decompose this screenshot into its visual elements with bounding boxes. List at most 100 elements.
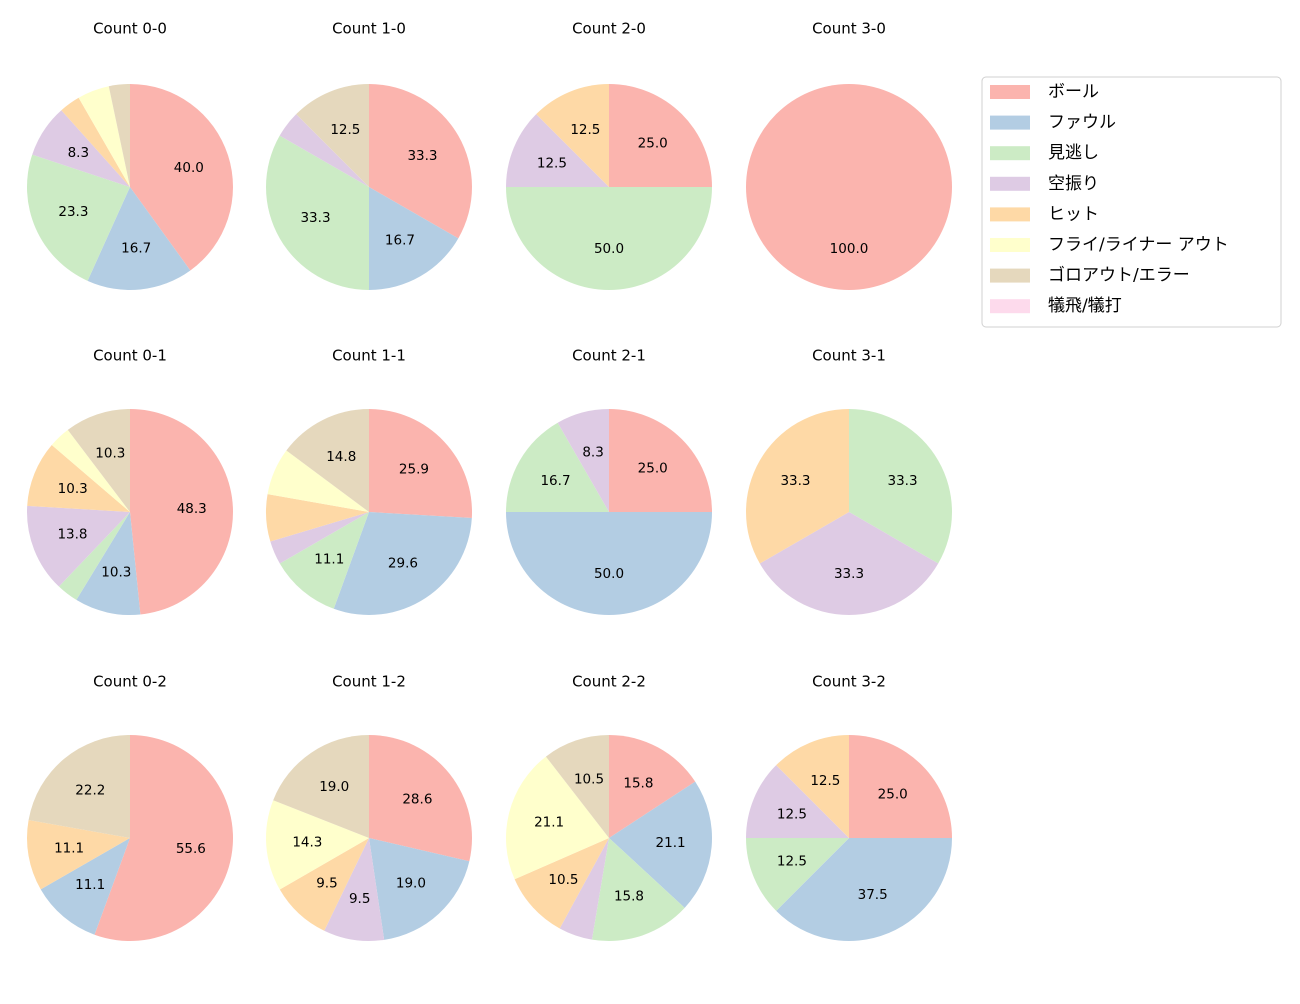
pie-slice [27, 444, 130, 512]
pie-slice [273, 735, 369, 838]
pie-slice [76, 512, 141, 615]
legend-label: ファウル [1048, 113, 1116, 133]
slice-label: 16.7 [121, 240, 151, 256]
pie-title: Count 3-1 [812, 347, 886, 365]
legend-item: ボール [990, 82, 1099, 102]
legend-item: フライ/ライナー アウト [990, 235, 1229, 255]
slice-label: 21.1 [534, 815, 564, 831]
pie-slice [591, 838, 685, 941]
slice-label: 21.1 [656, 835, 686, 851]
pie-slice [506, 512, 712, 615]
pie-slice [270, 512, 369, 564]
legend-item: 犠飛/犠打 [990, 296, 1122, 316]
pie-count-3-0: Count 3-0 100.0 [746, 20, 952, 290]
slice-label: 33.3 [407, 148, 437, 164]
slice-label: 28.6 [402, 792, 432, 808]
slice-label: 8.3 [68, 145, 89, 161]
pie-slice [324, 838, 385, 942]
pie-slice [369, 84, 472, 239]
pie-slice [746, 765, 849, 838]
pie-slice [609, 781, 712, 908]
slice-label: 12.5 [810, 773, 840, 789]
pie-slice [369, 409, 472, 518]
pie-slice [746, 84, 952, 290]
pie-slice [58, 512, 131, 600]
slice-label: 12.5 [330, 122, 360, 138]
slice-label: 10.5 [574, 772, 604, 788]
slice-label: 19.0 [396, 875, 426, 891]
pie-slice [609, 409, 712, 512]
legend-label: フライ/ライナー アウト [1048, 235, 1229, 255]
pie-slice [369, 838, 470, 940]
pie-slice [776, 838, 952, 941]
pie-slice [94, 735, 233, 941]
slice-label: 12.5 [777, 854, 807, 870]
legend-swatch [990, 146, 1030, 161]
slice-label: 23.3 [58, 204, 88, 220]
slice-label: 22.2 [75, 783, 105, 799]
legend-swatch [990, 176, 1030, 191]
legend-swatch [990, 238, 1030, 252]
legend-item: ヒット [990, 204, 1099, 224]
pie-slice [26, 819, 130, 890]
pie-slice [369, 735, 472, 862]
pie-slice [286, 409, 369, 512]
slice-label: 50.0 [594, 566, 624, 582]
legend-swatch [990, 207, 1030, 222]
pie-count-0-2: Count 0-2 55.6 11.1 11.1 22.2 [26, 673, 233, 941]
pie-slice [87, 187, 191, 290]
pie-slice [506, 114, 609, 187]
slice-label: 12.5 [537, 155, 567, 171]
legend-item: ファウル [990, 113, 1116, 133]
pie-slice [545, 735, 609, 838]
slice-label: 33.3 [887, 473, 917, 489]
pie-slice [609, 735, 696, 838]
legend-label: 犠飛/犠打 [1048, 296, 1122, 316]
slice-label: 9.5 [349, 891, 370, 907]
legend-swatch [990, 85, 1030, 99]
pie-slice [506, 422, 609, 512]
slice-label: 25.0 [638, 135, 668, 151]
legend-label: 空振り [1048, 174, 1099, 194]
pie-title: Count 0-1 [93, 347, 167, 365]
slice-label: 25.0 [878, 786, 908, 802]
pie-count-1-1: Count 1-1 25.9 29.6 11.1 14.8 [265, 347, 472, 615]
pie-count-3-2: Count 3-2 25.0 37.5 12.5 12.5 12.5 [746, 673, 952, 941]
pie-slice [26, 505, 131, 587]
pie-slice [108, 84, 130, 187]
pie-slice [296, 84, 369, 187]
pie-title: Count 2-0 [572, 20, 646, 38]
slice-label: 55.6 [176, 841, 206, 857]
legend-swatch [990, 268, 1030, 283]
slice-label: 33.3 [834, 566, 864, 582]
slice-label: 19.0 [319, 779, 349, 795]
pie-slice [267, 450, 369, 512]
pie-slice [78, 86, 130, 187]
slice-label: 16.7 [385, 232, 415, 248]
pie-slice [61, 97, 130, 187]
slice-label: 11.1 [75, 877, 105, 893]
pie-slice [32, 110, 130, 187]
pie-slice [279, 838, 369, 931]
pie-count-0-1: Count 0-1 48.3 10.3 13.8 10.3 10.3 [26, 347, 233, 615]
pie-count-3-1: Count 3-1 33.3 33.3 33.3 [745, 347, 952, 615]
pie-slice [559, 838, 609, 940]
slice-label: 8.3 [582, 444, 603, 460]
pie-slice [369, 187, 459, 290]
slice-label: 11.1 [54, 841, 84, 857]
pie-title: Count 3-2 [812, 673, 886, 691]
pie-count-2-0: Count 2-0 25.0 50.0 12.5 12.5 [506, 20, 712, 290]
pie-slice [279, 512, 369, 609]
slice-label: 10.3 [101, 564, 131, 580]
slice-label: 33.3 [780, 473, 810, 489]
slice-label: 37.5 [858, 887, 888, 903]
pie-slice [506, 187, 712, 290]
pie-slice [265, 135, 369, 290]
pie-count-2-2: Count 2-2 15.8 21.1 15.8 10.5 21.1 10.5 [506, 673, 712, 941]
pie-title: Count 0-0 [93, 20, 167, 38]
legend-swatch [990, 115, 1030, 130]
slice-label: 40.0 [174, 160, 204, 176]
legend-label: ボール [1048, 82, 1099, 102]
pie-count-0-0: Count 0-0 40.0 16.7 23.3 8.3 [26, 20, 234, 290]
